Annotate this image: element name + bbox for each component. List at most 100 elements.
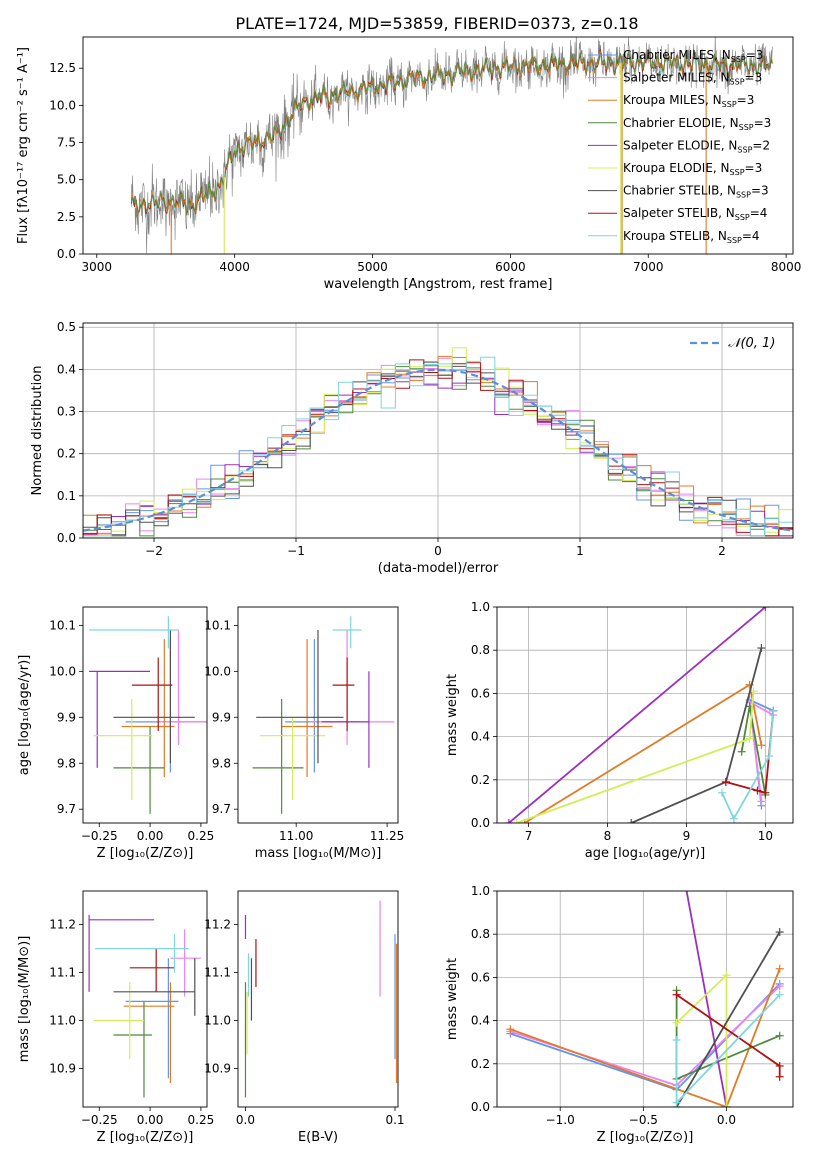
y-tick-label: 1.0 <box>471 884 490 898</box>
x-tick-label: 6000 <box>495 260 526 274</box>
legend-label-kroupa-miles: Kroupa MILES, NSSP=3 <box>623 93 754 109</box>
y-axis-label: age [log₁₀(age/yr)] <box>17 655 32 776</box>
errorbar-kroupa-elodie <box>93 698 153 801</box>
y-tick-label: 5.0 <box>57 173 76 187</box>
weight-line-salpeter-elodie <box>508 607 766 823</box>
y-tick-label: 9.8 <box>212 756 231 770</box>
marker-chabrier-elodie <box>775 1031 784 1040</box>
y-tick-label: 9.9 <box>57 710 76 724</box>
histogram-salpeter-stelib <box>83 359 793 537</box>
x-tick-label: 8 <box>604 829 612 843</box>
marker-chabrier-stelib <box>775 928 784 937</box>
x-tick-label: 0.0 <box>236 1113 255 1127</box>
x-tick-label: 0.1 <box>385 1113 404 1127</box>
marker-kroupa-stelib <box>717 788 726 797</box>
weight-line-kroupa-elodie <box>516 691 755 823</box>
errorbar-salpeter-elodie <box>89 670 151 768</box>
x-tick-label: 0.25 <box>188 829 215 843</box>
marker-salpeter-elodie <box>761 607 770 611</box>
x-tick-label: 0 <box>434 544 442 558</box>
axis-ticks: 3000 4000 5000 6000 7000 8000 0.0 2.5 5.0 7.5 10.0… <box>49 61 801 274</box>
legend-count: =2 <box>752 138 770 152</box>
axes-frame <box>496 606 794 824</box>
errorbar-kroupa-stelib <box>95 934 189 973</box>
x-tick-label: 11.25 <box>370 829 404 843</box>
y-tick-label: 0.0 <box>471 816 490 830</box>
y-tick-label: 0.4 <box>57 362 76 376</box>
panel-spectrum: 3000 4000 5000 6000 7000 8000 0.0 2.5 5.0 7.5 10.0… <box>16 36 801 292</box>
y-tick-label: 10.1 <box>204 618 231 632</box>
errorbar-salpeter-miles <box>170 929 201 997</box>
panel-mass-vs-EBV: 0.0 0.1 10.9 11.0 11.1 11.2 E(B-V) <box>204 890 405 1145</box>
marker-salpeter-stelib <box>753 786 762 795</box>
y-tick-label: 0.0 <box>57 247 76 261</box>
x-tick-label: 0.00 <box>137 829 164 843</box>
axes-frame <box>82 36 794 255</box>
x-tick-label: 3000 <box>82 260 113 274</box>
y-axis-label: mass weight <box>445 674 460 756</box>
marker-kroupa-stelib <box>672 1098 681 1107</box>
axes-frame <box>237 606 399 824</box>
y-tick-label: 2.5 <box>57 210 76 224</box>
axis-ticks: −0.25 0.00 0.25 9.7 9.8 9.9 10.0 10.1 <box>49 618 214 843</box>
legend-subscript: SSP <box>737 145 752 154</box>
plot-area <box>83 323 793 538</box>
legend-text: Chabrier MILES, N <box>623 48 731 62</box>
y-tick-label: 10.0 <box>204 664 231 678</box>
errorbar-kroupa-miles <box>123 982 175 1083</box>
x-tick-label: 5000 <box>357 260 388 274</box>
legend-subscript: SSP <box>739 123 754 132</box>
axis-ticks: −1.0 −0.5 0.0 0.0 0.2 0.4 0.6 0.8 1.0 <box>471 884 736 1127</box>
errorbar-chabrier-miles <box>125 958 179 1079</box>
legend-subscript: SSP <box>730 168 745 177</box>
errorbar-chabrier-elodie <box>113 1001 153 1098</box>
legend-count: =3 <box>745 161 763 175</box>
y-tick-label: 10.0 <box>49 664 76 678</box>
x-tick-label: 7 <box>525 829 533 843</box>
y-tick-label: 0.6 <box>471 970 490 984</box>
y-tick-label: 10.0 <box>49 98 76 112</box>
x-axis-label: Z [log₁₀(Z/Z⊙)] <box>97 1130 194 1145</box>
panel-residual-histogram: −2 −1 0 1 2 0.0 0.1 0.2 0.3 0.4 0.5 (data-model)/er… <box>30 320 794 576</box>
figure-title: PLATE=1724, MJD=53859, FIBERID=0373, z=0… <box>235 14 638 33</box>
y-tick-label: 0.8 <box>471 927 490 941</box>
y-tick-label: 1.0 <box>471 600 490 614</box>
marker-kroupa-miles <box>506 1025 515 1034</box>
errorbar-chabrier-stelib <box>256 629 344 764</box>
marker-salpeter-elodie <box>673 833 681 841</box>
errorbar-kroupa-elodie <box>93 982 144 1059</box>
legend-label-chabrier-miles: Chabrier MILES, NSSP=3 <box>623 48 763 64</box>
legend-label-kroupa-stelib: Kroupa STELIB, NSSP=4 <box>623 229 760 245</box>
legend-text: Kroupa STELIB, N <box>623 229 727 243</box>
x-tick-label: 0.00 <box>137 1113 164 1127</box>
marker-chabrier-elodie <box>737 747 746 756</box>
y-tick-label: 10.9 <box>49 1062 76 1076</box>
y-tick-label: 0.2 <box>57 447 76 461</box>
axis-ticks: 11.00 11.25 9.7 9.8 9.9 10.0 10.1 <box>204 618 404 843</box>
marker-kroupa-miles <box>775 964 784 973</box>
x-tick-label: 9 <box>683 829 691 843</box>
axes-frame <box>237 890 399 1108</box>
y-tick-label: 10.1 <box>49 618 76 632</box>
marker-salpeter-stelib <box>761 788 770 797</box>
errorbar-salpeter-elodie <box>321 671 370 768</box>
marker-chabrier-stelib <box>757 644 766 653</box>
marker-salpeter-miles <box>775 982 784 991</box>
legend: 𝒩(0, 1) <box>690 336 775 351</box>
axis-ticks: −2 −1 0 1 2 0.0 0.1 0.2 0.3 0.4 0.5 <box>57 320 726 558</box>
errorbar-salpeter-miles <box>310 629 395 745</box>
errorbar-salpeter-stelib <box>332 657 355 732</box>
axes-frame <box>82 890 208 1108</box>
x-tick-label: 0.0 <box>717 1113 736 1127</box>
y-tick-label: 0.4 <box>471 730 490 744</box>
errorbar-salpeter-elodie <box>88 915 155 992</box>
legend-subscript: SSP <box>730 78 745 87</box>
x-tick-label: −0.5 <box>629 1113 658 1127</box>
axes-frame <box>82 322 794 539</box>
y-tick-label: 0.0 <box>471 1100 490 1114</box>
x-tick-label: 8000 <box>771 260 802 274</box>
legend-count: =3 <box>746 48 764 62</box>
x-tick-label: 7000 <box>633 260 664 274</box>
legend-label-normal: 𝒩(0, 1) <box>728 336 775 351</box>
legend-label-salpeter-miles: Salpeter MILES, NSSP=3 <box>623 71 762 87</box>
